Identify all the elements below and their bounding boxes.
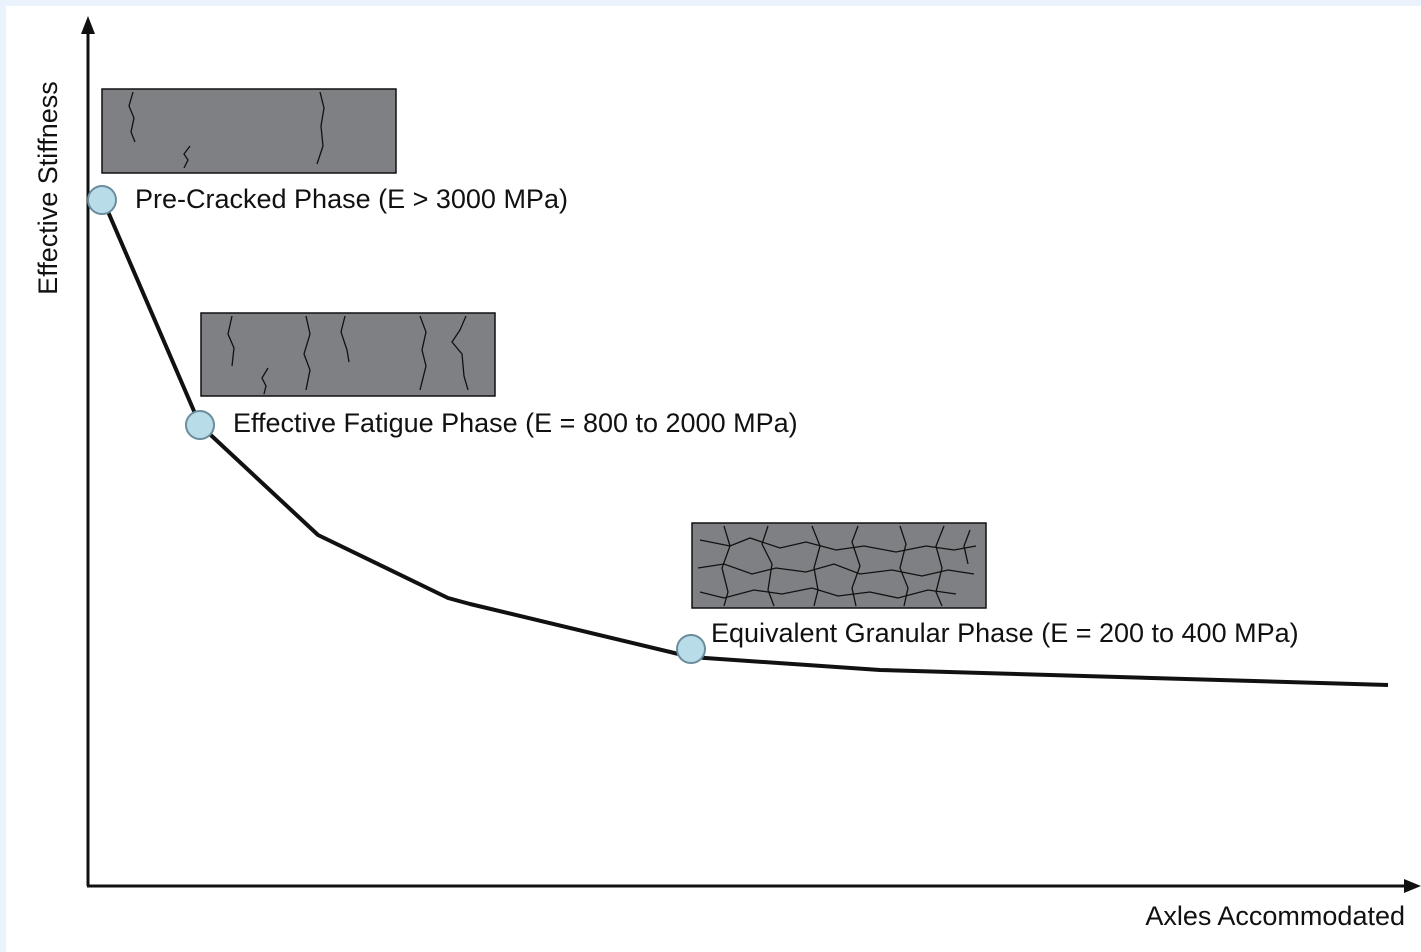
- phase-node: [185, 410, 215, 440]
- y-axis-arrow: [81, 16, 95, 34]
- y-axis-label: Effective Stiffness: [33, 81, 63, 295]
- phase-label: Pre-Cracked Phase (E > 3000 MPa): [135, 184, 568, 214]
- crack-block: [101, 88, 397, 174]
- phase-node: [87, 185, 117, 215]
- stiffness-curve: [101, 199, 1389, 687]
- crack-block: [691, 522, 987, 609]
- phase-label: Effective Fatigue Phase (E = 800 to 2000…: [233, 408, 798, 438]
- x-axis-label: Axles Accommodated: [1145, 901, 1405, 931]
- x-axis-arrow: [1404, 879, 1421, 893]
- phase-node: [676, 634, 706, 664]
- phase-label: Equivalent Granular Phase (E = 200 to 40…: [711, 618, 1299, 648]
- crack-block: [200, 312, 496, 397]
